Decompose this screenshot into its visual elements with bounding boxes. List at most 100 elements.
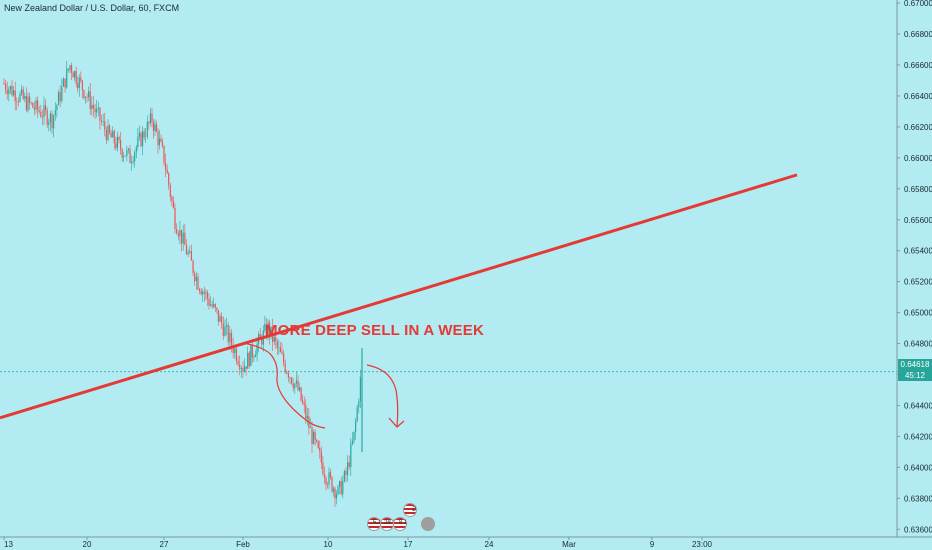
candle-body [61, 86, 63, 101]
time-tick-label: 23:00 [692, 540, 713, 549]
candle-body [278, 347, 280, 349]
candle-body [198, 289, 201, 292]
candle-body [27, 96, 29, 111]
candle-body [145, 136, 147, 138]
candle-body [273, 337, 275, 342]
event-label: 28.1 [384, 520, 396, 526]
candle-body [146, 122, 148, 137]
candle-body [232, 345, 234, 353]
candle-body [118, 137, 120, 141]
candle-body [208, 298, 210, 306]
candle-body [305, 405, 307, 419]
candle-body [166, 169, 168, 174]
candle-body [289, 377, 291, 379]
candle-body [75, 71, 77, 84]
candle-body [70, 65, 73, 73]
candle-body [195, 276, 197, 282]
candle-body [275, 337, 277, 342]
candle-body [83, 90, 85, 99]
candle-body [214, 304, 216, 308]
candle-body [331, 477, 333, 492]
candle-body [91, 104, 93, 109]
candle-body [155, 124, 158, 132]
price-tick-label: 0.65200 [904, 278, 932, 287]
hand-drawn-projection[interactable] [242, 342, 405, 429]
candle-body [221, 316, 223, 324]
candle-body [151, 113, 153, 123]
candle-body [99, 107, 101, 121]
candle-body [250, 345, 252, 367]
candle-body [129, 148, 131, 163]
candle-body [134, 152, 136, 162]
candle-body [194, 273, 196, 282]
candle-body [89, 91, 91, 109]
economic-event-flag-icon[interactable] [393, 517, 407, 531]
symbol-title[interactable]: New Zealand Dollar / U.S. Dollar, 60, FX… [4, 3, 180, 13]
candle-body [320, 451, 322, 463]
candle-body [32, 102, 34, 108]
candle-body [219, 316, 221, 322]
event-group-count[interactable]: 2 [403, 503, 417, 517]
candle-body [152, 122, 155, 131]
candle-body [148, 122, 150, 124]
candle-body [96, 108, 98, 113]
candle-body [287, 373, 289, 378]
candle-body [62, 78, 65, 87]
candle-body [11, 86, 13, 96]
candle-body [334, 488, 336, 499]
candle-body [348, 462, 350, 468]
candle-body [113, 131, 115, 144]
candle-body [54, 110, 56, 116]
dividend-event-icon[interactable] [421, 517, 435, 531]
candle-body [347, 462, 349, 475]
event-label: 5.1 [372, 520, 382, 526]
candle-body [243, 366, 246, 372]
candle-body [14, 90, 16, 102]
candle-body [157, 131, 159, 146]
candle-body [286, 371, 288, 374]
candle-body [227, 324, 229, 342]
candle-body [137, 136, 139, 147]
candle-body [41, 116, 43, 118]
candle-body [340, 481, 342, 495]
candle-body [234, 348, 236, 353]
annotation-text[interactable]: MORE DEEP SELL IN A WEEK [265, 322, 484, 339]
candle-body [306, 416, 308, 419]
candle-body [179, 229, 181, 237]
trendline[interactable] [0, 173, 798, 420]
candle-body [345, 471, 347, 475]
candle-body [355, 420, 357, 432]
candle-body [38, 109, 40, 112]
candle-body [126, 150, 128, 157]
price-axis-panel[interactable] [897, 0, 932, 537]
candle-body [206, 292, 209, 299]
candle-body [239, 364, 241, 370]
candle-body [268, 322, 271, 337]
candle-body [351, 440, 353, 444]
candle-body [247, 352, 249, 369]
candle-body [237, 361, 239, 365]
candle-body [105, 129, 107, 140]
candle-body [40, 111, 42, 117]
candle-body [100, 120, 103, 122]
candle-body [80, 77, 82, 81]
candle-body [261, 337, 263, 345]
candle-body [92, 104, 95, 109]
candle-body [203, 291, 205, 294]
candle-body [329, 472, 332, 478]
candle-body [300, 387, 302, 401]
candle-body [303, 402, 305, 406]
projection-arrow-right[interactable] [366, 364, 399, 427]
projection-curve-left[interactable] [242, 342, 326, 429]
candle-body [235, 348, 238, 362]
time-tick-label: 27 [160, 540, 169, 549]
candle-body [94, 108, 96, 113]
candle-body [116, 137, 119, 148]
candle-body [317, 441, 319, 449]
candle-body [326, 484, 329, 485]
candle-body [51, 113, 53, 129]
candle-body [158, 138, 161, 146]
candle-body [200, 291, 202, 295]
